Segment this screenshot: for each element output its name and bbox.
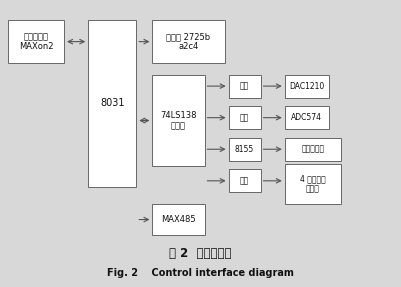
Text: 光隔: 光隔: [240, 82, 249, 91]
Bar: [285, 106, 329, 129]
Bar: [88, 20, 136, 187]
Bar: [229, 138, 261, 161]
Text: 程序监视器
MAXon2: 程序监视器 MAXon2: [19, 32, 53, 51]
Text: MAX485: MAX485: [161, 215, 196, 224]
Bar: [229, 169, 261, 192]
Text: 存储器 2725b
a2c4: 存储器 2725b a2c4: [166, 32, 211, 51]
Text: 74LS138
译码器: 74LS138 译码器: [160, 111, 197, 130]
Text: ADC574: ADC574: [291, 113, 322, 122]
Bar: [285, 164, 341, 204]
Text: 8031: 8031: [100, 98, 125, 108]
Text: 光隔: 光隔: [240, 113, 249, 122]
Text: DAC1210: DAC1210: [289, 82, 324, 91]
Text: 图 2  控制接口图: 图 2 控制接口图: [169, 247, 232, 261]
Bar: [152, 204, 205, 235]
Bar: [285, 138, 341, 161]
Text: 4 个电机、
电振机: 4 个电机、 电振机: [300, 174, 326, 193]
Text: Fig. 2    Control interface diagram: Fig. 2 Control interface diagram: [107, 268, 294, 278]
Bar: [229, 75, 261, 98]
Text: 键盘、显示: 键盘、显示: [301, 145, 324, 154]
Text: 光隔: 光隔: [240, 176, 249, 185]
Bar: [152, 75, 205, 166]
Text: 8155: 8155: [235, 145, 254, 154]
Bar: [229, 106, 261, 129]
Bar: [8, 20, 64, 63]
Bar: [152, 20, 225, 63]
Bar: [285, 75, 329, 98]
